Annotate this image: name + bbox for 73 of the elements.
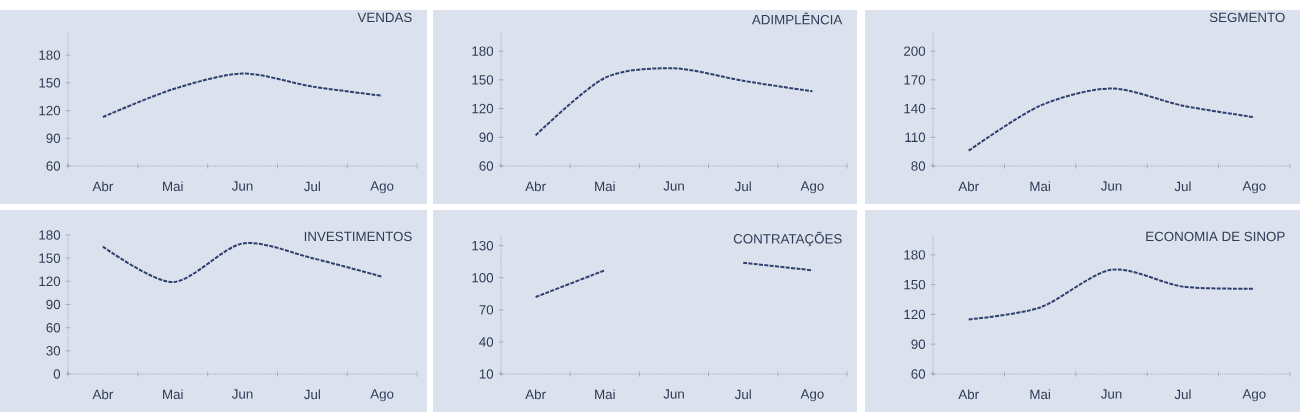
x-tick-label: Ago [370,389,394,402]
x-tick-label: Abr [958,389,979,400]
y-tick-label: 90 [46,299,61,310]
x-tick-label: Jul [303,181,320,192]
y-tick-label: 180 [472,46,494,56]
y-tick-label: 90 [911,339,926,349]
y-tick-label: 60 [46,322,61,333]
x-tick-label: Ago [800,181,824,194]
y-tick-label: 170 [904,75,926,85]
y-tick-label: 90 [46,133,61,143]
x-tick-label: Abr [958,181,979,192]
x-tick-label: Abr [525,181,546,192]
x-tick-label: Ago [370,181,394,194]
x-tick-label: Abr [92,389,114,400]
chart-title: VENDAS [357,12,412,23]
x-tick-label: Mai [1030,181,1050,192]
x-tick-label: Jul [303,389,320,400]
chart-title: SEGMENTO [1209,12,1285,23]
x-tick-label: Jun [663,389,684,399]
y-tick-label: 130 [472,240,494,251]
y-tick-label: 0 [53,369,61,379]
y-tick-label: 60 [479,161,494,171]
y-tick-label: 180 [904,250,926,260]
chart-title: CONTRATAÇÕES [733,231,842,247]
x-tick-label: Mai [595,389,615,400]
x-tick-label: Jun [231,389,253,399]
y-tick-label: 120 [904,309,926,320]
y-tick-label: 150 [472,75,494,85]
y-tick-label: 30 [46,346,61,356]
y-tick-label: 150 [904,279,926,290]
x-tick-label: Jul [1174,181,1191,192]
line-series [101,242,384,284]
chart-title: INVESTIMENTOS [304,231,412,242]
y-tick-label: 180 [39,50,61,60]
x-tick-label: Jul [734,389,751,400]
line-series [967,87,1256,152]
x-tick-label: Mai [595,181,615,192]
x-tick-label: Jun [1100,181,1122,191]
y-tick-label: 100 [472,273,494,283]
y-tick-label: 70 [479,305,494,315]
y-tick-label: 60 [911,369,926,379]
line-series [101,72,384,119]
x-tick-label: Abr [525,389,546,400]
x-tick-label: Jul [1174,389,1191,400]
y-tick-label: 110 [905,132,926,142]
line-series [534,67,814,137]
x-tick-label: Mai [163,181,183,192]
line-series [967,268,1256,321]
x-tick-label: Jun [1100,389,1122,399]
chart-title: ADIMPLÊNCIA [751,12,843,25]
x-tick-label: Jun [663,181,684,191]
y-tick-label: 80 [911,161,926,171]
y-tick-label: 60 [46,161,61,171]
y-tick-label: 180 [39,230,61,240]
y-tick-label: 10 [479,369,494,379]
y-tick-label: 40 [479,337,494,347]
y-tick-label: 150 [39,253,61,263]
y-tick-label: 150 [39,78,61,88]
chart-title: ECONOMIA DE SINOP [1146,231,1285,242]
y-tick-label: 120 [472,103,494,114]
y-tick-label: 140 [904,103,926,114]
x-tick-label: Mai [163,389,183,400]
y-tick-label: 120 [39,105,61,116]
x-tick-label: Jun [231,181,253,191]
y-tick-label: 200 [904,46,926,56]
y-tick-label: 120 [39,276,61,287]
y-tick-label: 90 [479,132,494,142]
x-tick-label: Mai [1030,389,1050,400]
x-tick-label: Ago [1242,389,1266,402]
x-tick-label: Abr [92,181,114,192]
x-tick-label: Ago [1242,181,1266,194]
x-tick-label: Jul [734,181,751,192]
x-tick-label: Ago [800,389,824,402]
